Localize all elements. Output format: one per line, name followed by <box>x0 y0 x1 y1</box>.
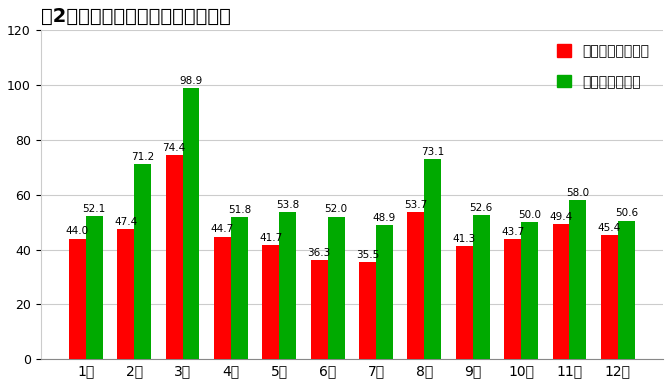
Text: 49.4: 49.4 <box>549 212 573 222</box>
Text: 58.0: 58.0 <box>566 188 590 198</box>
Text: 50.6: 50.6 <box>615 208 638 218</box>
Bar <box>424 159 442 359</box>
Text: 74.4: 74.4 <box>162 143 186 153</box>
Text: 41.7: 41.7 <box>259 233 282 243</box>
Bar <box>456 246 473 359</box>
Bar <box>182 88 200 359</box>
Bar <box>214 237 231 359</box>
Bar <box>618 221 634 359</box>
Legend: ディズニーランド, ディズニーシー: ディズニーランド, ディズニーシー <box>550 37 656 96</box>
Text: 50.0: 50.0 <box>518 210 541 220</box>
Bar <box>553 224 570 359</box>
Text: 48.9: 48.9 <box>373 213 396 223</box>
Text: 98.9: 98.9 <box>180 76 202 86</box>
Text: 35.5: 35.5 <box>356 250 379 260</box>
Text: 43.7: 43.7 <box>501 227 524 237</box>
Text: 41.3: 41.3 <box>453 234 476 244</box>
Bar <box>504 239 521 359</box>
Bar <box>165 155 182 359</box>
Text: 52.6: 52.6 <box>470 203 493 213</box>
Text: 45.4: 45.4 <box>598 223 621 233</box>
Bar <box>407 212 424 359</box>
Bar <box>570 200 586 359</box>
Bar <box>311 260 328 359</box>
Bar <box>279 212 296 359</box>
Bar <box>86 216 103 359</box>
Bar <box>473 215 490 359</box>
Bar <box>231 217 248 359</box>
Bar <box>134 164 151 359</box>
Text: 44.7: 44.7 <box>211 224 234 234</box>
Text: 53.7: 53.7 <box>404 200 427 210</box>
Text: 73.1: 73.1 <box>421 147 444 157</box>
Text: 36.3: 36.3 <box>308 248 331 258</box>
Bar <box>69 239 86 359</box>
Text: 47.4: 47.4 <box>114 217 137 227</box>
Text: 51.8: 51.8 <box>228 205 251 215</box>
Bar <box>263 245 279 359</box>
Bar <box>328 217 344 359</box>
Bar <box>117 229 134 359</box>
Bar <box>359 262 376 359</box>
Text: 52.0: 52.0 <box>324 204 348 214</box>
Text: 【2年間】ディズニー月別混雑状況: 【2年間】ディズニー月別混雑状況 <box>41 7 230 26</box>
Bar <box>601 235 618 359</box>
Text: 44.0: 44.0 <box>66 226 89 236</box>
Text: 52.1: 52.1 <box>82 204 106 214</box>
Text: 71.2: 71.2 <box>131 152 154 162</box>
Bar <box>521 222 538 359</box>
Bar <box>376 225 393 359</box>
Text: 53.8: 53.8 <box>276 199 299 209</box>
